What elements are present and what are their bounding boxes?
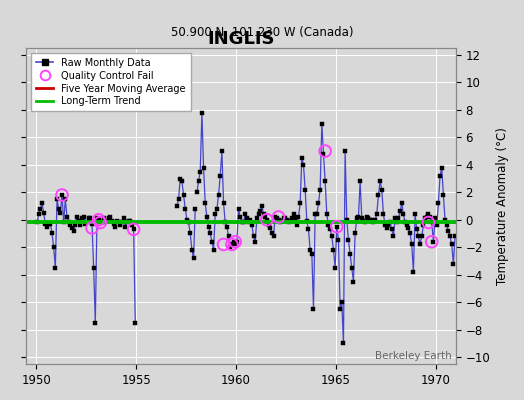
- Point: [321, 148, 329, 154]
- Legend: Raw Monthly Data, Quality Control Fail, Five Year Moving Average, Long-Term Tren: Raw Monthly Data, Quality Control Fail, …: [31, 53, 191, 111]
- Point: [220, 241, 228, 248]
- Point: [231, 238, 239, 245]
- Point: [96, 219, 104, 226]
- Point: [428, 238, 436, 245]
- Point: [129, 226, 138, 232]
- Point: [58, 192, 66, 198]
- Point: [228, 241, 236, 248]
- Point: [424, 219, 433, 226]
- Point: [275, 214, 283, 220]
- Title: INGLIS: INGLIS: [208, 30, 275, 48]
- Y-axis label: Temperature Anomaly (°C): Temperature Anomaly (°C): [496, 127, 509, 285]
- Point: [94, 216, 103, 223]
- Text: 50.900 N, 101.230 W (Canada): 50.900 N, 101.230 W (Canada): [171, 26, 353, 39]
- Point: [263, 216, 271, 223]
- Point: [88, 225, 96, 231]
- Point: [333, 224, 341, 230]
- Text: Berkeley Earth: Berkeley Earth: [375, 351, 452, 361]
